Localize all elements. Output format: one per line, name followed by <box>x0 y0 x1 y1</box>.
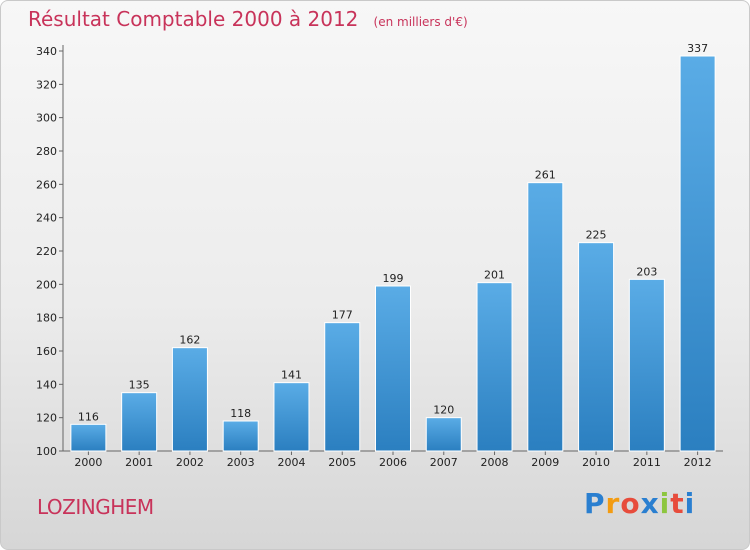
logo-letter: x <box>640 487 660 520</box>
bar-value-label: 162 <box>179 334 200 347</box>
y-tick-label: 280 <box>36 145 57 158</box>
x-tick-label: 2007 <box>430 456 458 469</box>
y-tick-label: 300 <box>36 112 57 125</box>
bar-value-label: 225 <box>586 229 607 242</box>
x-tick-label: 2002 <box>176 456 204 469</box>
y-tick-label: 240 <box>36 212 57 225</box>
proxiti-logo: Proxiti <box>584 487 695 520</box>
x-tick-label: 2001 <box>125 456 153 469</box>
value-labels: 116 135 162 118 141 177 199 120 201 261 225 203 337 <box>78 42 708 423</box>
bar <box>425 417 462 452</box>
bar-value-label: 203 <box>636 265 657 278</box>
logo-letter: t <box>670 487 685 520</box>
y-tick-label: 260 <box>36 178 57 191</box>
bar <box>171 347 208 452</box>
axes: 100 120 140 160 180 200 220 240 260 280 300 320 340 2… <box>36 45 723 469</box>
title-unit: (en milliers d'€) <box>373 15 468 29</box>
y-tick-label: 200 <box>36 278 57 291</box>
logo-letter: o <box>620 487 641 520</box>
bar <box>628 278 665 452</box>
y-tick-label: 120 <box>36 412 57 425</box>
bar <box>273 382 310 452</box>
x-tick-label: 2012 <box>684 456 712 469</box>
bar <box>222 420 259 452</box>
x-tick-label: 2009 <box>531 456 559 469</box>
y-tick-label: 320 <box>36 78 57 91</box>
y-tick-label: 220 <box>36 245 57 258</box>
bar-value-label: 118 <box>230 407 251 420</box>
logo-letter: r <box>605 487 621 520</box>
y-tick-label: 180 <box>36 312 57 325</box>
bars <box>70 55 716 452</box>
bar <box>121 392 158 452</box>
bar-value-label: 199 <box>383 272 404 285</box>
city-name: LOZINGHEM <box>37 495 154 519</box>
bar-value-label: 201 <box>484 269 505 282</box>
bar-value-label: 261 <box>535 169 556 182</box>
x-tick-label: 2000 <box>74 456 102 469</box>
logo-letter: P <box>584 487 606 520</box>
y-tick-label: 100 <box>36 445 57 458</box>
title-text: Résultat Comptable 2000 à 2012 <box>28 7 359 31</box>
x-tick-label: 2008 <box>481 456 509 469</box>
bar-value-label: 135 <box>129 379 150 392</box>
bar-value-label: 337 <box>687 42 708 55</box>
y-tick-label: 140 <box>36 378 57 391</box>
bar <box>324 322 361 452</box>
bar <box>578 242 615 452</box>
y-tick-label: 340 <box>36 45 57 58</box>
bar-value-label: 177 <box>332 309 353 322</box>
x-tick-label: 2006 <box>379 456 407 469</box>
x-tick-label: 2005 <box>328 456 356 469</box>
x-tick-label: 2003 <box>227 456 255 469</box>
x-tick-label: 2004 <box>277 456 305 469</box>
bar-value-label: 120 <box>433 404 454 417</box>
logo-letter: i <box>659 487 671 520</box>
bar <box>527 182 564 452</box>
x-tick-label: 2011 <box>633 456 661 469</box>
logo-letter: i <box>684 487 696 520</box>
bar <box>679 55 716 452</box>
bar <box>70 423 107 452</box>
bar-value-label: 141 <box>281 369 302 382</box>
bar-value-label: 116 <box>78 410 99 423</box>
bar <box>375 285 411 452</box>
x-tick-label: 2010 <box>582 456 610 469</box>
y-tick-label: 160 <box>36 345 57 358</box>
bar <box>476 282 513 452</box>
chart-title: Résultat Comptable 2000 à 2012 (en milli… <box>28 7 468 31</box>
